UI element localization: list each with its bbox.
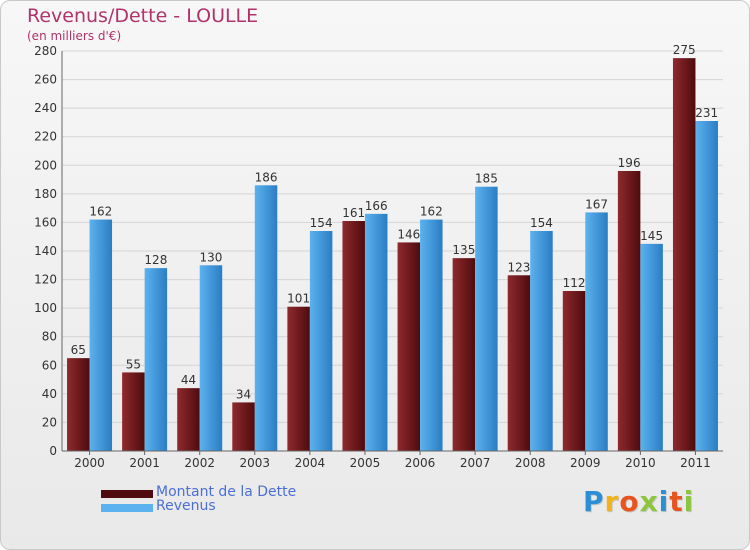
data-label-dette: 44 [181,373,196,387]
bar-revenus [364,213,388,451]
y-tick-label: 200 [34,158,57,172]
data-label-revenus: 128 [144,253,167,267]
legend-swatch-revenus [101,504,153,512]
logo-letter: r [604,485,620,518]
bar-dette [67,358,90,451]
bar-revenus [89,219,113,451]
bar-revenus [695,121,718,451]
data-label-dette: 65 [71,343,86,357]
bar-dette [287,306,310,451]
chart-title: Revenus/Dette - LOULLE [27,5,259,27]
data-label-dette: 135 [452,243,475,257]
bar-revenus [144,268,168,451]
y-tick-label: 160 [34,215,57,229]
x-tick-label: 2008 [515,456,546,470]
x-tick-label: 2000 [74,456,105,470]
x-tick-label: 2006 [405,456,436,470]
x-tick-label: 2005 [350,456,381,470]
data-label-revenus: 166 [365,199,388,213]
data-label-revenus: 185 [475,172,498,186]
x-tick-label: 2009 [570,456,601,470]
y-tick-label: 0 [49,444,57,458]
data-label-dette: 34 [236,387,251,401]
data-label-revenus: 162 [420,205,443,219]
data-label-revenus: 154 [310,216,333,230]
data-label-dette: 112 [563,276,586,290]
chart-subtitle: (en milliers d'€) [27,29,122,43]
x-tick-label: 2011 [680,456,711,470]
y-tick-label: 100 [34,301,57,315]
y-tick-label: 260 [34,73,57,87]
x-tick-label: 2002 [184,456,215,470]
y-tick-label: 180 [34,187,57,201]
data-label-dette: 161 [342,206,365,220]
bar-revenus [475,186,498,451]
bar-dette [452,258,476,451]
bar-revenus [530,231,553,451]
data-label-revenus: 154 [530,216,553,230]
data-label-dette: 101 [287,292,310,306]
data-label-dette: 275 [673,43,696,57]
bar-revenus [254,185,278,452]
bar-dette [122,372,145,451]
y-tick-label: 80 [42,330,57,344]
legend-label-revenus: Revenus [156,498,216,514]
data-label-revenus: 130 [200,250,223,264]
x-tick-label: 2003 [240,456,271,470]
data-label-dette: 196 [618,156,641,170]
y-tick-label: 40 [42,387,57,401]
logo-letter: x [639,485,659,518]
legend-swatch-dette [101,490,153,498]
bar-dette [397,242,421,451]
bar-revenus [199,265,223,451]
data-label-dette: 55 [126,357,141,371]
x-tick-label: 2010 [625,456,656,470]
data-label-dette: 146 [397,227,420,241]
logo-letter: t [669,485,684,518]
data-label-revenus: 145 [640,229,663,243]
bar-revenus [420,219,443,451]
data-label-dette: 123 [508,260,531,274]
y-tick-label: 280 [34,44,57,58]
y-tick-label: 240 [34,101,57,115]
bar-dette [562,291,586,451]
data-label-revenus: 167 [585,197,608,211]
y-tick-label: 120 [34,273,57,287]
x-tick-label: 2001 [129,456,160,470]
data-label-revenus: 186 [255,170,278,184]
bar-revenus [585,212,608,451]
data-label-revenus: 162 [89,205,112,219]
bar-dette [617,171,641,451]
bar-revenus [309,231,333,451]
data-label-revenus: 231 [695,106,718,120]
logo-letter: i [683,485,695,518]
x-tick-label: 2004 [295,456,326,470]
proxiti-logo: Proxiti [583,485,694,518]
legend-label-dette: Montant de la Dette [156,484,297,500]
y-tick-label: 60 [42,358,57,372]
bar-dette [507,275,531,451]
logo-letter: P [583,485,605,518]
bar-dette [232,402,255,451]
logo-letter: i [658,485,670,518]
bar-dette [177,388,200,451]
bar-dette [672,58,696,452]
y-tick-label: 140 [34,244,57,258]
logo-letter: o [619,485,640,518]
x-tick-label: 2007 [460,456,491,470]
y-tick-label: 20 [42,415,57,429]
bar-dette [342,221,365,451]
bar-revenus [640,243,663,451]
y-tick-label: 220 [34,130,57,144]
